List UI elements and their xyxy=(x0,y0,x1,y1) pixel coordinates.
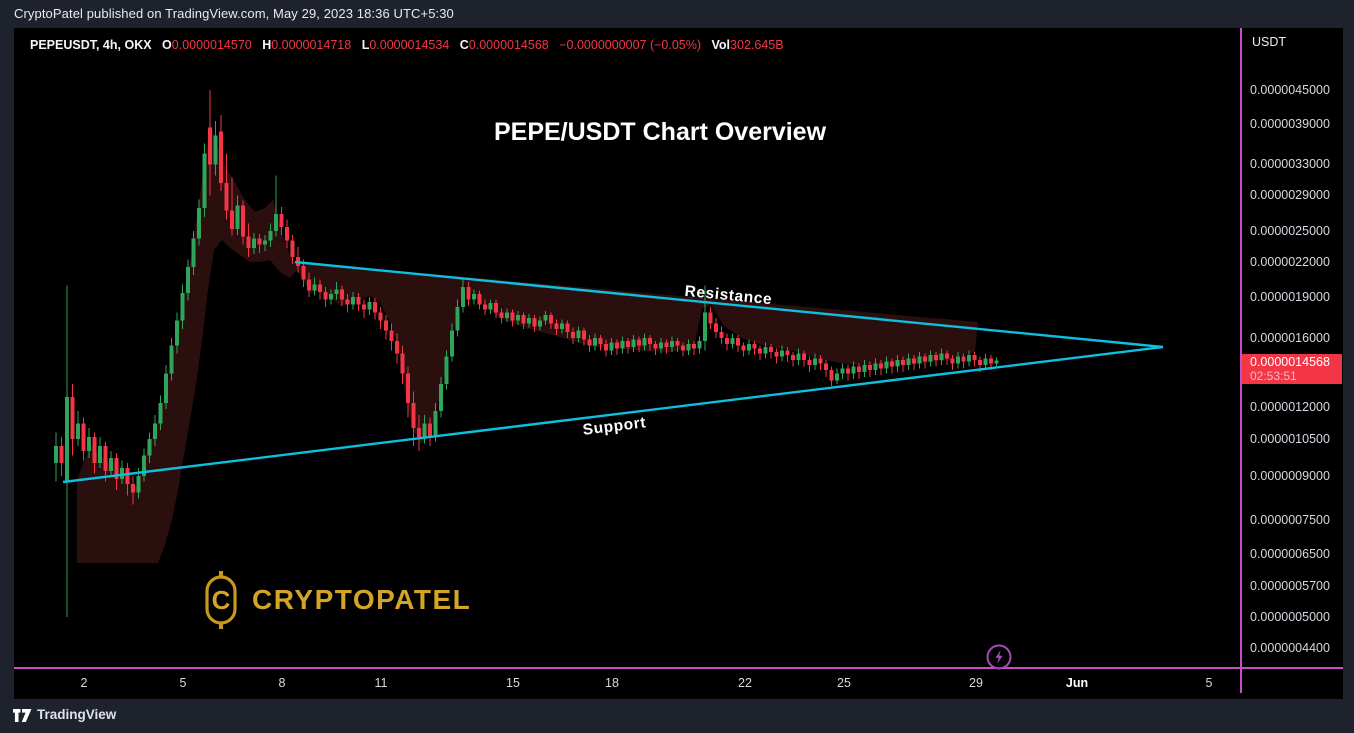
price-axis-separator xyxy=(1240,28,1242,693)
low-label: L xyxy=(361,38,370,52)
open-label: O xyxy=(162,38,172,52)
event-bolt-icon[interactable] xyxy=(985,643,1013,671)
bar-countdown: 02:53:51 xyxy=(1250,368,1297,383)
symbol-ohlc-legend: PEPEUSDT, 4h, OKX O0.0000014570 H0.00000… xyxy=(30,38,784,52)
volume-label: Vol xyxy=(711,38,731,52)
svg-text:C: C xyxy=(212,585,231,615)
price-tick-label: 0.0000029000 xyxy=(1250,188,1330,203)
price-tick-label: 0.0000039000 xyxy=(1250,117,1330,132)
time-tick-label: 2 xyxy=(80,676,88,690)
price-axis[interactable]: USDT 0.0000045000 0.0000039000 0.000003300… xyxy=(1241,28,1343,699)
time-tick-month: Jun xyxy=(1065,676,1089,690)
price-tick-label: 0.0000007500 xyxy=(1250,512,1330,527)
time-tick-label: 22 xyxy=(738,676,752,690)
symbol-label: PEPEUSDT, 4h, OKX xyxy=(30,38,152,52)
tradingview-logo-icon[interactable] xyxy=(13,708,32,723)
price-tick-label: 0.0000025000 xyxy=(1250,223,1330,238)
price-axis-currency: USDT xyxy=(1252,35,1287,49)
watermark: C CRYPTOPATEL xyxy=(198,571,471,629)
last-price-value: 0.0000014568 xyxy=(1250,354,1330,369)
price-tick-label: 0.0000005000 xyxy=(1250,610,1330,625)
tradingview-brand[interactable]: TradingView xyxy=(37,707,117,722)
triangle-pattern-fill xyxy=(77,125,978,563)
cryptopatel-logo-icon: C xyxy=(205,571,237,629)
price-tick-label: 0.0000033000 xyxy=(1250,157,1330,172)
change-value: −0.0000000007 (−0.05%) xyxy=(559,38,702,52)
attribution-text: CryptoPatel published on TradingView.com… xyxy=(14,6,454,21)
time-tick-label: 25 xyxy=(837,676,851,690)
footer-bar: TradingView xyxy=(0,699,1354,733)
price-tick-label: 0.0000005700 xyxy=(1250,578,1330,593)
price-tick-label: 0.0000016000 xyxy=(1250,331,1330,345)
price-tick-label: 0.0000009000 xyxy=(1250,469,1330,484)
price-tick-label: 0.0000012000 xyxy=(1250,400,1330,415)
time-tick-label: 5 xyxy=(179,676,187,690)
candles xyxy=(54,89,999,618)
time-axis-separator xyxy=(14,667,1343,669)
price-tick-label: 0.0000022000 xyxy=(1250,254,1330,269)
high-value: 0.0000014718 xyxy=(271,38,352,52)
time-tick-label: 8 xyxy=(278,676,286,690)
time-tick-label: 11 xyxy=(374,676,388,690)
attribution-bar: CryptoPatel published on TradingView.com… xyxy=(0,0,1354,28)
time-tick-label: 29 xyxy=(969,676,983,690)
watermark-text: CRYPTOPATEL xyxy=(252,584,472,615)
time-axis[interactable]: 2 5 8 11 15 18 22 25 29 Jun 5 xyxy=(14,669,1241,699)
high-label: H xyxy=(262,38,272,52)
volume-value: 302.645B xyxy=(730,38,784,52)
price-tick-label: 0.0000004400 xyxy=(1250,640,1330,655)
resistance-trendline xyxy=(294,260,1164,349)
close-value: 0.0000014568 xyxy=(468,38,549,52)
support-trendline xyxy=(62,345,1164,484)
low-value: 0.0000014534 xyxy=(369,38,450,52)
price-tick-label: 0.0000019000 xyxy=(1250,289,1330,304)
price-tick-label: 0.0000006500 xyxy=(1250,547,1330,562)
chart-area[interactable]: Resistance Support PEPEUSDT, 4h, OKX O0.0… xyxy=(14,28,1343,699)
price-tick-label: 0.0000045000 xyxy=(1250,82,1330,97)
close-label: C xyxy=(459,38,469,52)
chart-title: PEPE/USDT Chart Overview xyxy=(493,118,827,146)
open-value: 0.0000014570 xyxy=(171,38,252,52)
time-tick-label: 15 xyxy=(506,676,520,690)
time-tick-label: 5 xyxy=(1205,676,1213,690)
price-tick-label: 0.0000010500 xyxy=(1250,432,1330,447)
time-tick-label: 18 xyxy=(605,676,619,690)
last-price-badge: 0.0000014568 02:53:51 xyxy=(1242,353,1342,384)
